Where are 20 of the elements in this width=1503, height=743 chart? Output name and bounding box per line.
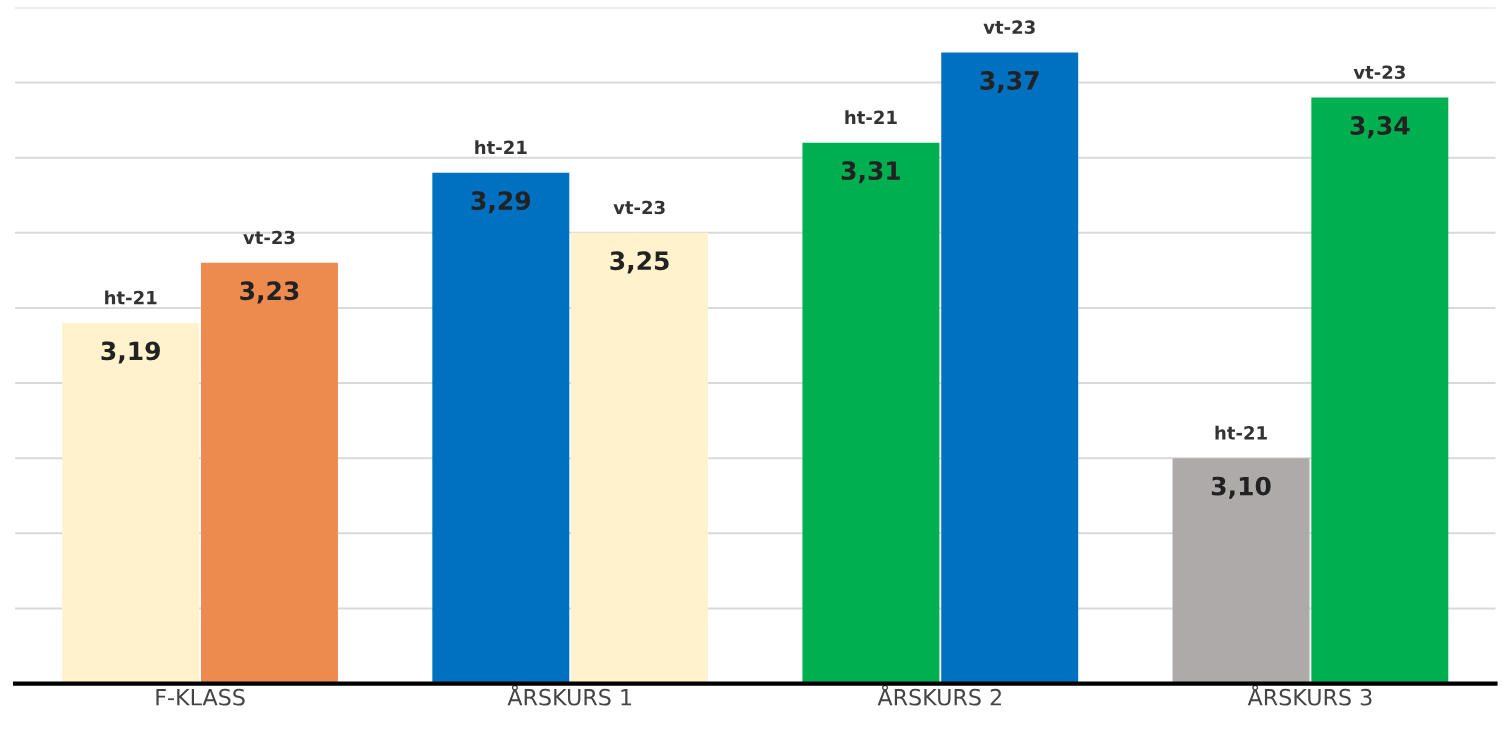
data-label: 3,29 bbox=[471, 191, 531, 214]
data-label: 3,37 bbox=[980, 70, 1039, 94]
data-label: 3,34 bbox=[1350, 116, 1410, 139]
x-tick-label: ÅRSKURS 1 bbox=[507, 684, 632, 706]
series-label: vt-23 bbox=[1353, 65, 1405, 80]
data-label: 3,23 bbox=[240, 281, 299, 304]
data-label: 3,25 bbox=[610, 251, 669, 274]
text: ht-21 bbox=[1215, 425, 1267, 440]
data-label: 3,19 bbox=[101, 341, 160, 364]
x-tick-label: ÅRSKURS 2 bbox=[877, 684, 1001, 706]
text: vt-23 bbox=[613, 200, 665, 215]
text: vt-23 bbox=[983, 20, 1035, 34]
x-tick-label: ÅRSKURS 3 bbox=[1247, 684, 1372, 706]
data-label: 3,10 bbox=[1211, 476, 1271, 499]
text: ht-21 bbox=[475, 140, 527, 154]
x-tick-label: F-KLASS bbox=[156, 688, 245, 706]
series-label: ht-21 bbox=[105, 290, 157, 305]
text: ht-21 bbox=[845, 110, 897, 124]
text: vt-23 bbox=[243, 230, 295, 245]
data-label: 3,31 bbox=[841, 161, 901, 184]
